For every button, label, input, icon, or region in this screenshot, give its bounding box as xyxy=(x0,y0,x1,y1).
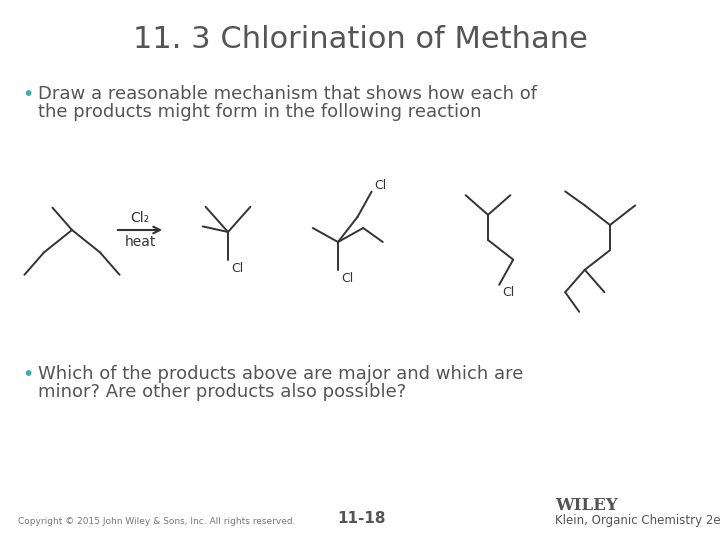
Text: Cl: Cl xyxy=(374,179,387,192)
Text: Cl: Cl xyxy=(503,286,515,299)
Text: WILEY: WILEY xyxy=(555,497,618,514)
Text: Copyright © 2015 John Wiley & Sons, Inc. All rights reserved.: Copyright © 2015 John Wiley & Sons, Inc.… xyxy=(18,517,295,526)
Text: Draw a reasonable mechanism that shows how each of: Draw a reasonable mechanism that shows h… xyxy=(38,85,537,103)
Text: 11. 3 Chlorination of Methane: 11. 3 Chlorination of Methane xyxy=(132,25,588,54)
Text: Cl: Cl xyxy=(341,272,354,285)
Text: Klein, Organic Chemistry 2e: Klein, Organic Chemistry 2e xyxy=(555,514,720,527)
Text: Which of the products above are major and which are: Which of the products above are major an… xyxy=(38,365,523,383)
Text: minor? Are other products also possible?: minor? Are other products also possible? xyxy=(38,383,406,401)
Text: 11-18: 11-18 xyxy=(338,511,386,526)
Text: •: • xyxy=(22,85,33,104)
Text: •: • xyxy=(22,365,33,384)
Text: Cl: Cl xyxy=(231,261,243,274)
Text: heat: heat xyxy=(125,235,156,249)
Text: the products might form in the following reaction: the products might form in the following… xyxy=(38,103,482,121)
Text: Cl₂: Cl₂ xyxy=(130,211,150,225)
